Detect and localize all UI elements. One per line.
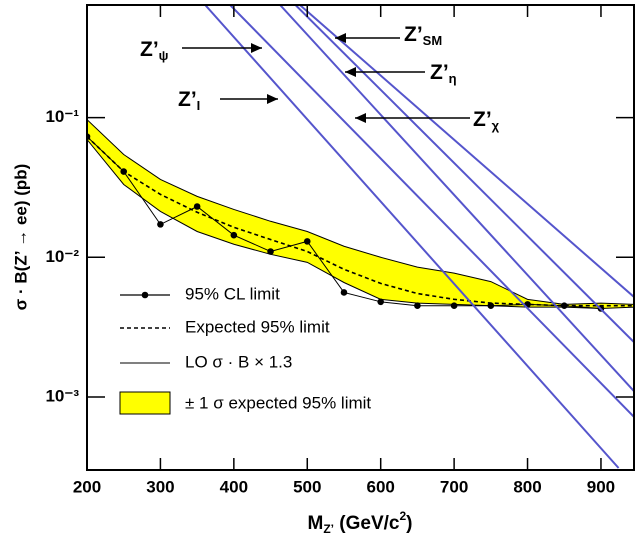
theory-line (299, 5, 634, 298)
theory-line (204, 5, 620, 469)
data-point (157, 221, 164, 228)
arrow-head (345, 67, 356, 77)
legend-label: ± 1 σ expected 95% limit (185, 393, 371, 412)
data-point (377, 298, 384, 306)
curve-label: Z’SM (404, 23, 442, 49)
plot-frame (86, 4, 635, 471)
data-point (340, 289, 348, 296)
x-title-part: 2 (399, 509, 406, 523)
data-point (450, 302, 458, 310)
legend-marker (141, 291, 149, 299)
plot-clip (87, 5, 634, 469)
data-point (193, 203, 201, 210)
y-axis-title: σ · B(Z’ → ee) (pb) (11, 164, 30, 311)
curve-label-main: Z’ (140, 38, 159, 61)
x-tick-label: 600 (367, 477, 395, 496)
curve-label-sub: η (449, 71, 457, 86)
y-tick-label: 10⁻³ (45, 386, 79, 405)
theory-line (229, 5, 634, 418)
x-tick-label: 300 (146, 477, 174, 496)
curve-label: Z’χ (473, 108, 500, 134)
y-tick-label: 10⁻² (45, 247, 79, 266)
data-point (414, 302, 421, 310)
data-point (487, 302, 495, 310)
curve-label: Z’I (178, 88, 200, 114)
curve-label-main: Z’ (178, 88, 197, 111)
x-axis-title: MZ’ (GeV/c2) (308, 509, 413, 536)
y-tick-label: 10⁻¹ (45, 107, 79, 126)
x-tick-label: 200 (73, 477, 101, 496)
arrow-head (251, 43, 262, 53)
data-point (267, 248, 274, 255)
curve-label-main: Z’ (473, 108, 492, 131)
legend-label: LO σ · B × 1.3 (185, 352, 292, 371)
x-tick-label: 400 (220, 477, 248, 496)
arrow-head (355, 113, 366, 123)
data-point (230, 231, 238, 239)
curve-label-sub: I (197, 98, 201, 113)
plot-layer (87, 5, 634, 469)
x-title-part: ) (406, 513, 412, 534)
curve-label-sub: SM (423, 33, 443, 48)
series-line (87, 136, 634, 307)
arrow-head (267, 94, 278, 104)
curve-label-sub: χ (492, 118, 500, 133)
curve-label-sub: ψ (159, 48, 169, 63)
curve-label-main: Z’ (430, 61, 449, 84)
x-tick-label: 900 (587, 477, 615, 496)
x-tick-label: 700 (440, 477, 468, 496)
legend-label: 95% CL limit (185, 284, 280, 303)
curve-label-main: Z’ (404, 23, 423, 46)
x-title-part: (GeV/c (334, 513, 400, 534)
theory-line (294, 5, 634, 343)
legend-label: Expected 95% limit (185, 317, 330, 336)
x-tick-label: 800 (513, 477, 541, 496)
error-band (87, 118, 634, 309)
x-tick-label: 500 (293, 477, 321, 496)
curve-label: Z’η (430, 61, 457, 87)
data-point (560, 302, 568, 310)
arrow-head (335, 33, 346, 43)
legend-swatch (119, 391, 171, 415)
x-title-part: M (308, 513, 324, 534)
theory-line (279, 5, 634, 392)
x-title-part: Z’ (323, 522, 334, 536)
data-point (303, 238, 311, 245)
curve-label: Z’ψ (140, 38, 168, 64)
